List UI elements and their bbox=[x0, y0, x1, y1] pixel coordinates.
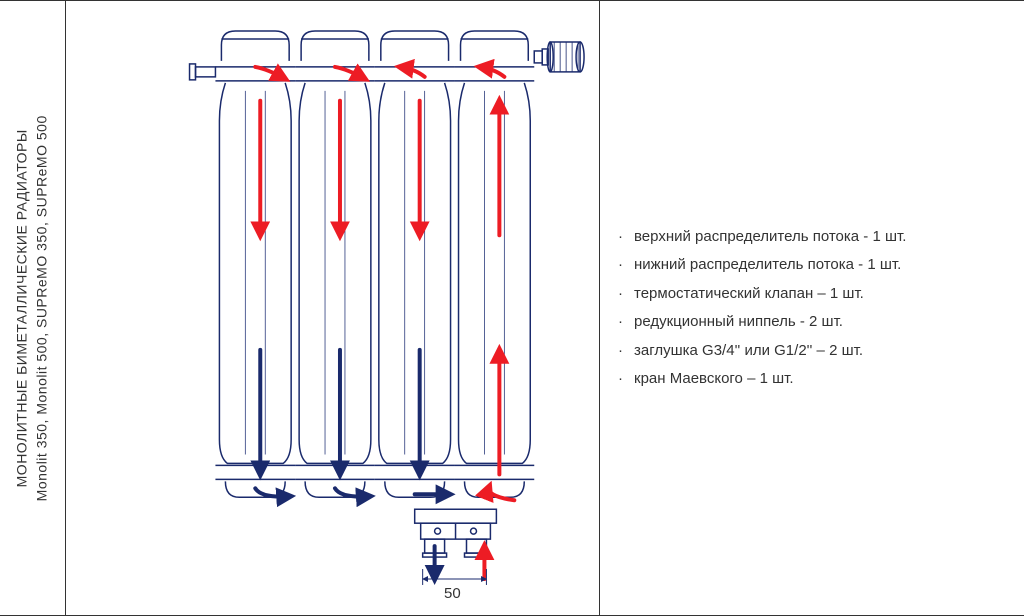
bullet-icon: · bbox=[618, 251, 634, 280]
list-item-text: верхний распределитель потока - 1 шт. bbox=[634, 223, 906, 252]
parts-list-cell: ·верхний распределитель потока - 1 шт.·н… bbox=[600, 0, 1024, 616]
list-item: ·нижний распределитель потока - 1 шт. bbox=[618, 251, 1006, 280]
sidebar-label-panel: МОНОЛИТНЫЕ БИМЕТАЛЛИЧЕСКИЕ РАДИАТОРЫ Mon… bbox=[0, 0, 65, 616]
sidebar-line1: МОНОЛИТНЫЕ БИМЕТАЛЛИЧЕСКИЕ РАДИАТОРЫ bbox=[12, 115, 32, 501]
list-item: ·верхний распределитель потока - 1 шт. bbox=[618, 223, 1006, 252]
bullet-icon: · bbox=[618, 337, 634, 366]
bullet-icon: · bbox=[618, 223, 634, 252]
bullet-icon: · bbox=[618, 280, 634, 309]
list-item-text: кран Маевского – 1 шт. bbox=[634, 365, 794, 394]
thermo-valve-icon bbox=[534, 42, 584, 72]
list-item-text: нижний распределитель потока - 1 шт. bbox=[634, 251, 901, 280]
list-item: ·кран Маевского – 1 шт. bbox=[618, 365, 1006, 394]
radiator-diagram-svg bbox=[66, 1, 599, 615]
left-plug-icon bbox=[190, 64, 216, 80]
list-item-text: термостатический клапан – 1 шт. bbox=[634, 280, 864, 309]
list-item-text: редукционный ниппель - 2 шт. bbox=[634, 308, 843, 337]
radiator-diagram-cell: 50 bbox=[65, 0, 600, 616]
list-item-text: заглушка G3/4'' или G1/2'' – 2 шт. bbox=[634, 337, 863, 366]
parts-list: ·верхний распределитель потока - 1 шт.·н… bbox=[618, 223, 1006, 394]
list-item: ·термостатический клапан – 1 шт. bbox=[618, 280, 1006, 309]
bullet-icon: · bbox=[618, 365, 634, 394]
dimension-label: 50 bbox=[444, 585, 461, 602]
bullet-icon: · bbox=[618, 308, 634, 337]
radiator-body bbox=[215, 31, 534, 497]
dimension-line bbox=[423, 569, 487, 585]
flow-arrows bbox=[255, 67, 514, 579]
list-item: ·заглушка G3/4'' или G1/2'' – 2 шт. bbox=[618, 337, 1006, 366]
sidebar-label: МОНОЛИТНЫЕ БИМЕТАЛЛИЧЕСКИЕ РАДИАТОРЫ Mon… bbox=[12, 115, 53, 501]
sidebar-line2: Monolit 350, Monolit 500, SUPReMO 350, S… bbox=[33, 115, 53, 501]
list-item: ·редукционный ниппель - 2 шт. bbox=[618, 308, 1006, 337]
